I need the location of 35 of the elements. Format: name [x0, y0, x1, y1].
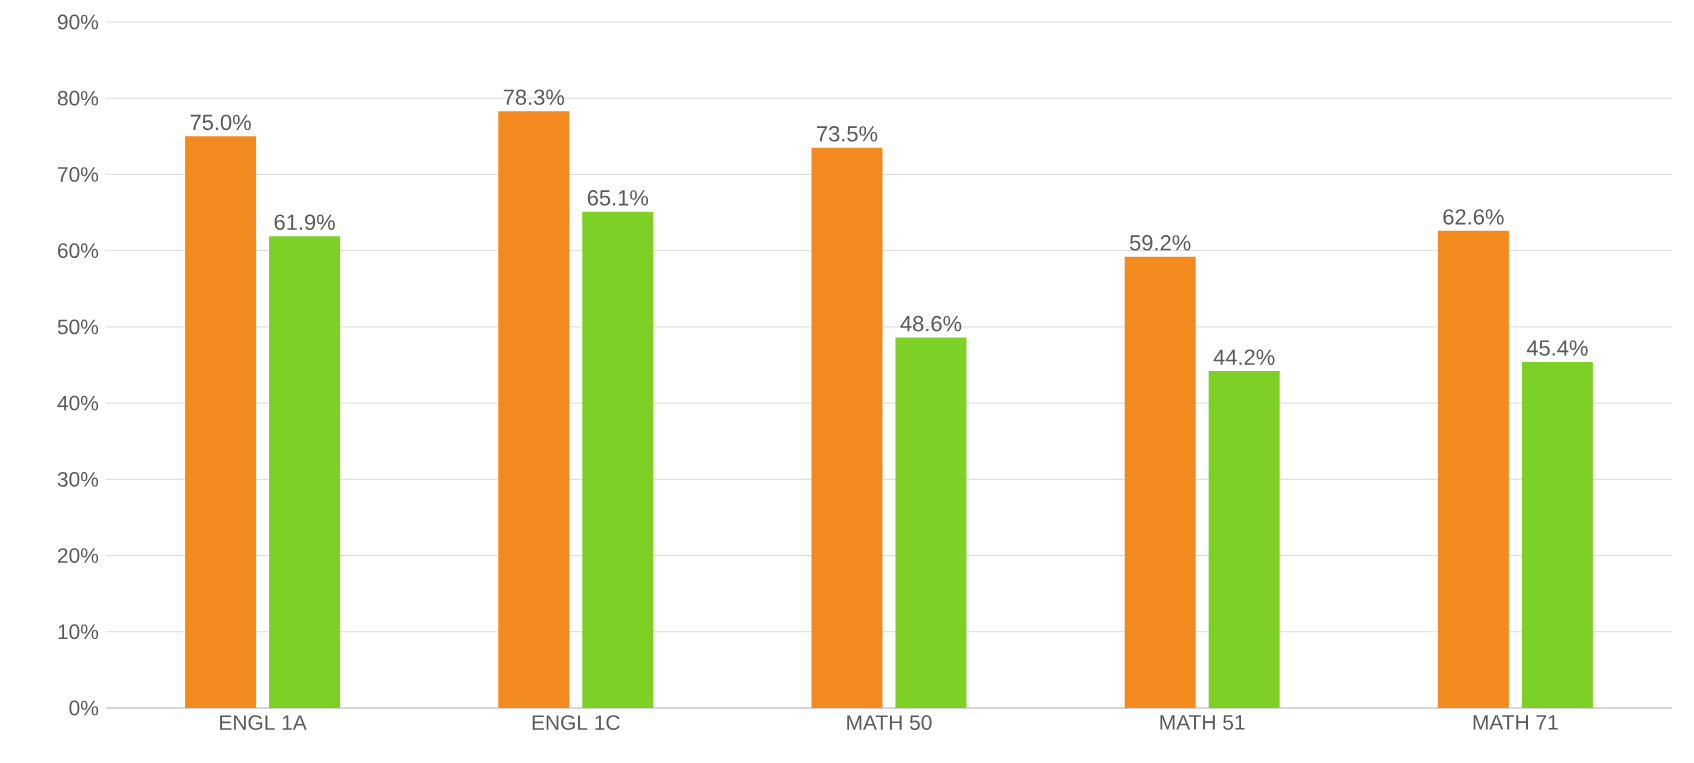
- x-tick-label: MATH 71: [1473, 715, 1558, 730]
- data-label: 75.0%: [190, 114, 251, 131]
- y-tick-label: 60%: [58, 243, 99, 259]
- data-label: 78.3%: [503, 89, 565, 105]
- data-label: 48.6%: [900, 315, 962, 332]
- bar: [1437, 230, 1509, 708]
- bar: [1208, 371, 1280, 708]
- x-tick-label: MATH 51: [1160, 715, 1245, 730]
- bar: [498, 111, 570, 708]
- data-label: 44.2%: [1213, 349, 1275, 365]
- y-tick-label: 30%: [57, 471, 99, 487]
- data-label: 45.4%: [1526, 340, 1588, 356]
- x-tick-label: ENGL 1C: [532, 715, 620, 730]
- data-label: 73.5%: [817, 126, 878, 142]
- bar: [811, 147, 883, 708]
- data-label: 65.1%: [587, 190, 649, 206]
- y-tick-label: 10%: [58, 624, 99, 640]
- data-label: 62.6%: [1443, 209, 1504, 225]
- bar: [185, 136, 257, 708]
- bar: [269, 236, 341, 708]
- bar: [895, 337, 967, 708]
- x-tick-label: MATH 50: [847, 715, 932, 730]
- y-tick-label: 0%: [69, 700, 99, 716]
- y-tick-label: 80%: [57, 90, 99, 106]
- x-tick-label: ENGL 1A: [220, 715, 307, 730]
- y-tick-label: 40%: [57, 395, 99, 411]
- y-tick-label: 70%: [58, 167, 99, 182]
- bar: [582, 211, 654, 708]
- y-tick-label: 50%: [57, 319, 99, 335]
- data-label: 61.9%: [274, 214, 335, 231]
- bar: [1521, 361, 1593, 708]
- y-tick-label: 20%: [58, 548, 99, 563]
- bar: [1124, 256, 1196, 708]
- data-label: 59.2%: [1129, 235, 1191, 251]
- y-tick-label: 90%: [57, 14, 99, 30]
